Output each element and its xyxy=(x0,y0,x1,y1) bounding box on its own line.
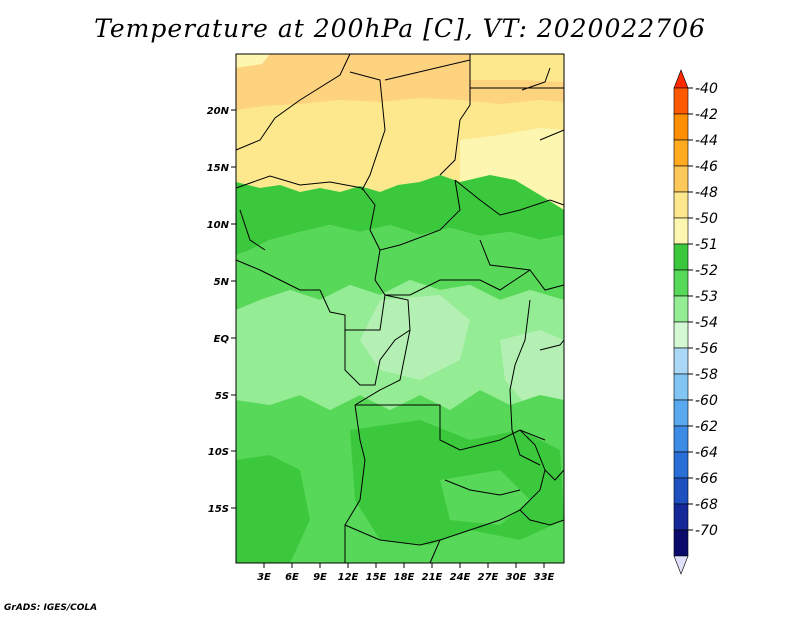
colorbar-swatch xyxy=(673,347,689,375)
lon-label-33e: 33E xyxy=(534,572,555,583)
colorbar-label: -51 xyxy=(695,237,718,253)
colorbar-label: -46 xyxy=(695,159,718,175)
colorbar-swatch xyxy=(673,191,689,219)
colorbar-label: -42 xyxy=(695,107,718,123)
colorbar-label: -54 xyxy=(695,315,718,331)
colorbar-label: -58 xyxy=(695,367,718,383)
colorbar-label: -52 xyxy=(695,263,718,279)
colorbar-swatch xyxy=(673,425,689,453)
lat-label-eq: EQ xyxy=(214,334,230,345)
colorbar-swatch xyxy=(673,217,689,245)
colorbar-swatch xyxy=(673,269,689,297)
colorbar-label: -53 xyxy=(695,289,718,305)
colorbar-labels: -40 -42 -44 -46 -48 -50 -51 -52 -53 -54 -56 -58 -60 -… xyxy=(688,81,718,539)
lon-axis: 3E 6E 9E 12E 15E 18E 21E 24E 27E 30E 33E xyxy=(257,563,555,583)
colorbar-swatch xyxy=(673,243,689,271)
lon-label-18e: 18E xyxy=(394,572,415,583)
lon-label-9e: 9E xyxy=(313,572,327,583)
colorbar-swatch xyxy=(673,165,689,193)
lat-label-15s: 15S xyxy=(208,504,229,515)
colorbar-label: -60 xyxy=(695,393,718,409)
colorbar-label: -62 xyxy=(695,419,718,435)
colorbar-swatch xyxy=(673,295,689,323)
colorbar-swatch xyxy=(673,399,689,427)
lon-label-15e: 15E xyxy=(366,572,387,583)
colorbar-label: -48 xyxy=(695,185,718,201)
colorbar-bottom-arrow xyxy=(673,555,689,575)
lat-label-5n: 5N xyxy=(214,277,230,288)
colorbar-swatch xyxy=(673,113,689,141)
lon-label-6e: 6E xyxy=(285,572,299,583)
colorbar-label: -40 xyxy=(695,81,718,97)
colorbar-label: -68 xyxy=(695,497,718,513)
colorbar-label: -50 xyxy=(695,211,718,227)
colorbar-swatch xyxy=(673,321,689,349)
colorbar-label: -56 xyxy=(695,341,718,357)
colorbar-swatches xyxy=(673,69,689,575)
colorbar-swatch xyxy=(673,451,689,479)
lat-label-10n: 10N xyxy=(207,220,230,231)
lat-label-10s: 10S xyxy=(208,447,229,458)
lon-label-21e: 21E xyxy=(422,572,443,583)
colorbar-label: -70 xyxy=(695,523,718,539)
map-panel xyxy=(235,53,565,564)
colorbar-swatch xyxy=(673,477,689,505)
colorbar-label: -64 xyxy=(695,445,718,461)
lon-label-3e: 3E xyxy=(257,572,271,583)
lat-axis: 20N 15N 10N 5N EQ 5S 10S 15S xyxy=(207,106,236,515)
grads-credit: GrADS: IGES/COLA xyxy=(4,603,98,613)
colorbar-swatch xyxy=(673,503,689,531)
lat-label-15n: 15N xyxy=(207,163,230,174)
chart-title: Temperature at 200hPa [C], VT: 202002270… xyxy=(94,14,706,43)
colorbar: -40 -42 -44 -46 -48 -50 -51 -52 -53 -54 -56 -58 -60 -… xyxy=(673,69,718,575)
colorbar-top-arrow xyxy=(673,69,689,89)
lat-label-20n: 20N xyxy=(207,106,230,117)
colorbar-swatch xyxy=(673,87,689,115)
colorbar-label: -66 xyxy=(695,471,718,487)
lon-label-24e: 24E xyxy=(450,572,471,583)
colorbar-swatch xyxy=(673,529,689,557)
lon-label-12e: 12E xyxy=(338,572,359,583)
lon-label-27e: 27E xyxy=(478,572,499,583)
lat-label-5s: 5S xyxy=(215,391,229,402)
colorbar-swatch xyxy=(673,373,689,401)
colorbar-swatch xyxy=(673,139,689,167)
colorbar-label: -44 xyxy=(695,133,718,149)
lon-label-30e: 30E xyxy=(506,572,527,583)
